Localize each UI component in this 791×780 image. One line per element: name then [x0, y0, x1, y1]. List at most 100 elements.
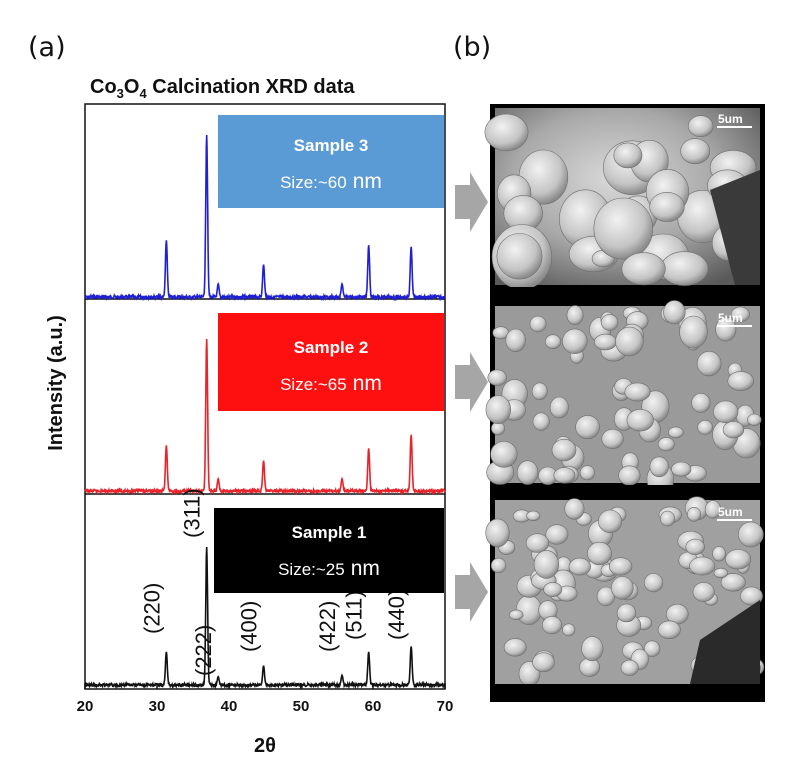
sem-particle	[541, 615, 562, 635]
sem-particle	[615, 326, 644, 357]
sem-particle	[685, 538, 705, 556]
peak-label-440: (440)	[384, 589, 409, 640]
sem-particle	[649, 191, 685, 222]
sem-particle	[562, 328, 588, 354]
sem-particle	[593, 197, 653, 260]
sem-particle	[712, 546, 726, 562]
sem-particle	[663, 300, 686, 325]
sample1-label-box: Sample 1 Size:~25 nm	[214, 508, 444, 593]
sample1-size: Size:~25 nm	[278, 557, 380, 580]
sem-particle	[692, 582, 715, 602]
x-tick-label: 60	[365, 698, 382, 715]
x-tick-label: 30	[149, 698, 166, 715]
sem-particle	[687, 506, 702, 522]
sem-shadow	[710, 170, 760, 285]
sem-particle	[671, 461, 692, 477]
sem-particle	[581, 636, 604, 662]
sample3-label-box: Sample 3 Size:~60 nm	[218, 115, 444, 208]
sem-particle	[691, 392, 711, 413]
arrow-icon-2	[455, 352, 488, 412]
scale-bar-label-2: 5um	[718, 311, 743, 325]
sample3-unit: nm	[353, 170, 382, 193]
sample2-size: Size:~65 nm	[280, 372, 382, 395]
sem-particle	[490, 440, 518, 468]
sem-particle	[594, 333, 617, 351]
title-sub2: 4	[139, 86, 147, 101]
sem-particle	[600, 314, 619, 331]
x-tick-label: 20	[77, 698, 94, 715]
sem-particle	[487, 369, 507, 386]
sem-particle	[697, 419, 713, 435]
sample2-size-text: Size:~65	[280, 375, 347, 394]
sem-particle	[713, 567, 729, 579]
sem-particle	[727, 371, 754, 391]
sem-particle	[529, 315, 547, 333]
sem-particle	[484, 113, 529, 152]
sem-particle	[562, 623, 576, 637]
sem-particle	[608, 557, 633, 576]
sem-particle	[620, 659, 639, 676]
sem-image-sample2: 5um	[485, 300, 762, 497]
sem-particle	[618, 465, 641, 486]
sem-particle	[747, 413, 762, 426]
sample2-label-box: Sample 2 Size:~65 nm	[218, 313, 444, 411]
sem-shadow	[690, 600, 760, 684]
sem-particle	[643, 573, 664, 593]
scale-bar-label-1: 5um	[718, 505, 743, 519]
sem-image-sample3: 5um	[484, 108, 760, 303]
sem-particle	[568, 557, 591, 576]
series-line-sample-1	[84, 546, 446, 690]
sem-particle	[660, 251, 709, 286]
sem-particle	[485, 518, 510, 548]
sem-particle	[551, 438, 577, 462]
peak-label-220: (220)	[139, 583, 164, 634]
sem-particle	[730, 306, 750, 323]
peak-label-400: (400)	[237, 601, 262, 652]
sem-particle	[720, 573, 746, 592]
sample1-unit: nm	[351, 557, 380, 580]
sem-particle	[544, 334, 562, 350]
sem-particle	[696, 351, 722, 377]
sem-particle	[516, 460, 539, 485]
series-line-sample-2	[84, 338, 446, 496]
sample1-size-text: Size:~25	[278, 560, 345, 579]
sem-particle	[624, 382, 651, 402]
title-sub1: 3	[117, 86, 124, 101]
arrow-icon-3	[455, 562, 488, 622]
sem-particle	[553, 467, 576, 484]
peak-labels: (220) (311) (222) (400) (422) (511) (440)	[139, 488, 409, 676]
peak-label-511: (511)	[342, 590, 367, 640]
sample2-name: Sample 2	[294, 338, 369, 357]
sem-particle	[503, 638, 527, 657]
sem-particle	[687, 115, 714, 138]
plot-frame	[84, 103, 446, 690]
sem-particle	[579, 465, 595, 481]
sample2-unit: nm	[353, 372, 382, 395]
sample1-box-bg	[214, 508, 444, 593]
sample2-box-bg	[218, 313, 444, 411]
series-line-sample-3	[84, 134, 446, 302]
x-tick-label: 70	[437, 698, 454, 715]
sem-particle	[610, 576, 634, 600]
x-ticks: 20 30 40 50 60 70	[77, 683, 454, 715]
peak-label-422: (422)	[315, 601, 340, 652]
sem-particle	[722, 421, 745, 439]
sem-particle	[616, 603, 637, 623]
title-rest: Calcination XRD data	[147, 76, 356, 98]
x-tick-label: 40	[221, 698, 238, 715]
sem-particle	[704, 500, 722, 519]
chart-title: Co3O4 Calcination XRD data	[90, 76, 355, 101]
sem-particle	[689, 556, 716, 576]
sem-particle	[566, 305, 584, 326]
title-mid: O	[124, 76, 140, 98]
sem-particle	[643, 640, 661, 657]
x-tick-label: 50	[293, 698, 310, 715]
sem-particle	[680, 138, 711, 165]
y-axis-label: Intensity (a.u.)	[45, 315, 67, 451]
sem-particle	[601, 428, 624, 449]
sem-particle	[543, 582, 563, 597]
sem-particle	[509, 609, 524, 620]
sem-particle	[657, 620, 681, 639]
sem-particle	[587, 541, 612, 566]
